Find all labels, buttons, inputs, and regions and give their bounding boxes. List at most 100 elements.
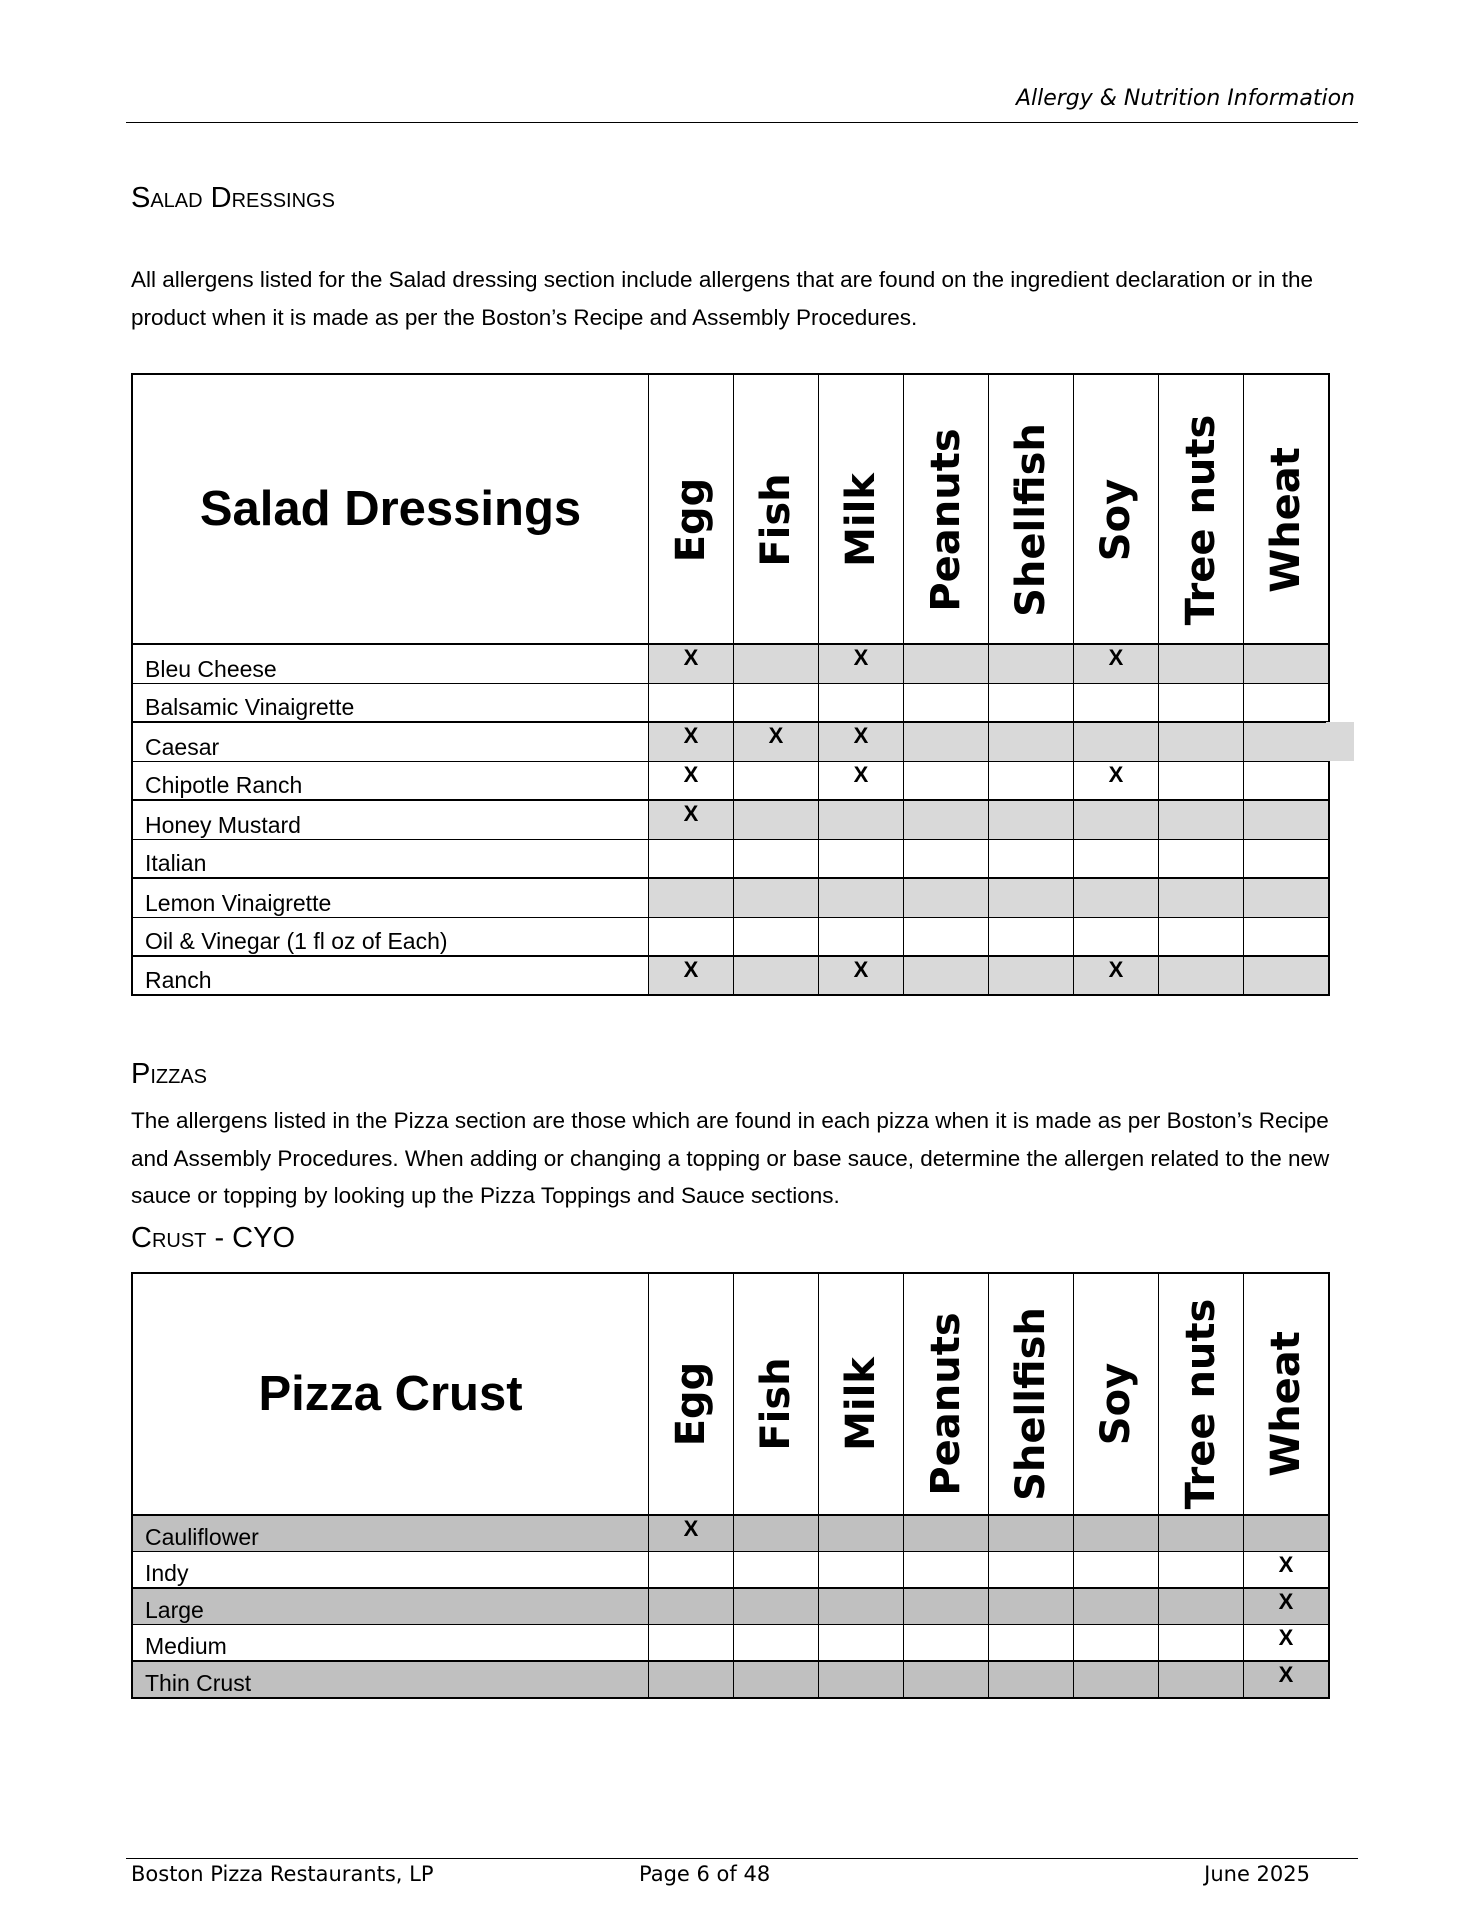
column-header-label: Egg [668, 477, 714, 563]
item-name: Large [131, 1587, 649, 1625]
allergen-cell-tree-nuts [1158, 838, 1244, 879]
item-name: Cauliflower [131, 1514, 649, 1552]
item-name: Bleu Cheese [131, 643, 649, 684]
allergen-cell-peanuts [903, 1624, 989, 1662]
header-title: Allergy & Nutrition Information [1015, 86, 1355, 111]
allergen-cell-egg [648, 1587, 734, 1625]
column-header-label: Fish [753, 1356, 799, 1451]
item-name: Oil & Vinegar (1 fl oz of Each) [131, 916, 649, 957]
table-row: Indy X [131, 1551, 1330, 1589]
allergen-cell-shellfish [988, 838, 1074, 879]
allergen-cell-soy: X [1073, 760, 1159, 801]
column-header-fish: Fish [733, 1272, 819, 1516]
allergen-cell-tree-nuts [1158, 799, 1244, 840]
table-row: Ranch X X X [131, 955, 1330, 996]
item-name: Lemon Vinaigrette [131, 877, 649, 918]
table-row: Italian [131, 838, 1330, 879]
allergen-cell-wheat [1243, 682, 1330, 723]
shading-artifact [1326, 722, 1354, 761]
table-row: Lemon Vinaigrette [131, 877, 1330, 918]
allergen-cell-fish [733, 916, 819, 957]
allergen-cell-tree-nuts [1158, 1624, 1244, 1662]
column-header-label: Soy [1093, 1362, 1139, 1445]
allergen-cell-peanuts [903, 838, 989, 879]
item-name: Medium [131, 1624, 649, 1662]
allergen-cell-shellfish [988, 1514, 1074, 1552]
table-row: Oil & Vinegar (1 fl oz of Each) [131, 916, 1330, 957]
allergen-cell-soy [1073, 877, 1159, 918]
header-rule [126, 122, 1358, 123]
footer-page-number: Page 6 of 48 [639, 1862, 771, 1886]
column-header-tree-nuts: Tree nuts [1158, 1272, 1244, 1516]
table-title: Pizza Crust [131, 1272, 649, 1516]
allergen-cell-milk [818, 916, 904, 957]
allergen-cell-milk [818, 682, 904, 723]
allergen-cell-shellfish [988, 1587, 1074, 1625]
allergen-cell-egg [648, 1660, 734, 1698]
footer-date: June 2025 [1204, 1862, 1310, 1886]
column-header-wheat: Wheat [1243, 1272, 1330, 1516]
allergen-cell-peanuts [903, 1514, 989, 1552]
crust-subheading: Crust - CYO [131, 1222, 296, 1254]
allergen-cell-shellfish [988, 799, 1074, 840]
allergen-cell-peanuts [903, 1660, 989, 1698]
item-name: Thin Crust [131, 1660, 649, 1698]
item-name: Honey Mustard [131, 799, 649, 840]
item-name: Indy [131, 1551, 649, 1589]
column-header-label: Egg [668, 1361, 714, 1446]
column-header-label: Tree nuts [1178, 414, 1224, 626]
allergen-cell-tree-nuts [1158, 916, 1244, 957]
table-row: Balsamic Vinaigrette [131, 682, 1330, 723]
column-header-label: Fish [753, 473, 799, 567]
table-row: Cauliflower X [131, 1514, 1330, 1552]
allergen-cell-milk: X [818, 721, 904, 762]
column-header-label: Wheat [1263, 1330, 1309, 1477]
column-header-milk: Milk [818, 1272, 904, 1516]
column-header-label: Peanuts [923, 428, 969, 612]
allergen-cell-fish [733, 682, 819, 723]
column-header-label: Soy [1093, 478, 1139, 561]
allergen-cell-tree-nuts [1158, 1660, 1244, 1698]
table-row: Honey Mustard X [131, 799, 1330, 840]
allergen-cell-wheat: X [1243, 1551, 1330, 1589]
table-title: Salad Dressings [131, 373, 649, 645]
pizza-crust-table: Pizza Crust Egg Fish Milk Peanuts Shellfish So… [131, 1272, 1330, 1699]
allergen-cell-fish [733, 1624, 819, 1662]
item-name: Chipotle Ranch [131, 760, 649, 801]
column-header-label: Peanuts [923, 1311, 969, 1496]
allergen-cell-egg [648, 838, 734, 879]
allergen-cell-tree-nuts [1158, 1587, 1244, 1625]
allergen-cell-tree-nuts [1158, 760, 1244, 801]
allergen-cell-soy [1073, 838, 1159, 879]
table-row: Bleu Cheese X X X [131, 643, 1330, 684]
column-header-peanuts: Peanuts [903, 373, 989, 645]
allergen-cell-peanuts [903, 721, 989, 762]
allergen-cell-fish [733, 838, 819, 879]
column-header-fish: Fish [733, 373, 819, 645]
column-header-milk: Milk [818, 373, 904, 645]
allergen-cell-peanuts [903, 955, 989, 996]
allergen-cell-wheat [1243, 1514, 1330, 1552]
allergen-cell-fish: X [733, 721, 819, 762]
allergen-cell-milk: X [818, 760, 904, 801]
allergen-cell-shellfish [988, 1551, 1074, 1589]
allergen-cell-peanuts [903, 916, 989, 957]
allergen-cell-wheat [1243, 760, 1330, 801]
column-header-label: Shellfish [1008, 1306, 1054, 1501]
allergen-cell-egg [648, 916, 734, 957]
allergen-cell-fish [733, 1551, 819, 1589]
column-header-soy: Soy [1073, 1272, 1159, 1516]
column-header-label: Tree nuts [1178, 1298, 1224, 1509]
allergen-cell-milk [818, 1587, 904, 1625]
allergen-cell-milk [818, 1624, 904, 1662]
allergen-cell-soy [1073, 682, 1159, 723]
allergen-cell-tree-nuts [1158, 955, 1244, 996]
allergen-cell-wheat: X [1243, 1624, 1330, 1662]
table-row: Chipotle Ranch X X X [131, 760, 1330, 801]
allergen-cell-egg: X [648, 721, 734, 762]
allergen-cell-fish [733, 760, 819, 801]
allergen-cell-egg: X [648, 1514, 734, 1552]
allergen-cell-shellfish [988, 955, 1074, 996]
allergen-cell-wheat [1243, 838, 1330, 879]
column-header-egg: Egg [648, 373, 734, 645]
